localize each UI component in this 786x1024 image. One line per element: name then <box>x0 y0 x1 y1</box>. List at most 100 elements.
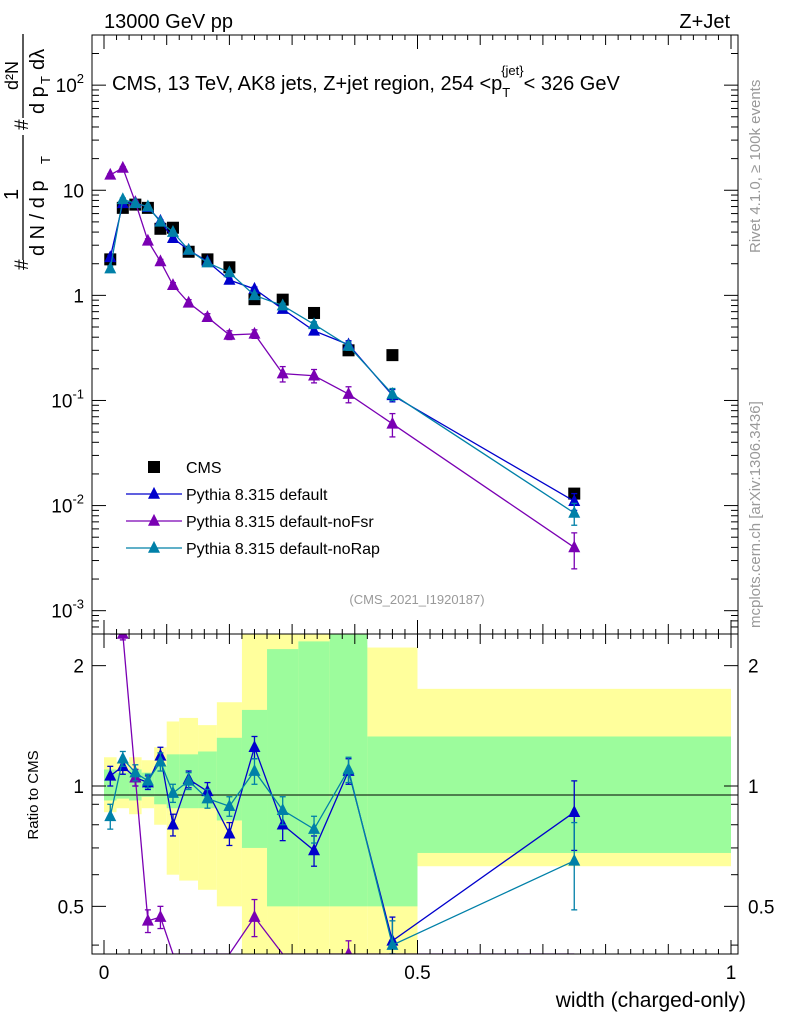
plot-title-main: CMS, 13 TeV, AK8 jets, Z+jet region, 254… <box>112 73 502 95</box>
series-marker <box>248 326 261 339</box>
main-ytick-label: 10-2 <box>51 492 84 518</box>
ratio-marks <box>104 634 581 954</box>
plot-title: CMS, 13 TeV, AK8 jets, Z+jet region, 254… <box>112 63 620 100</box>
ratio-xtick-label: 1 <box>726 963 737 984</box>
ratio-ylabel: Ratio to CMS <box>25 750 42 839</box>
mcplots-label: mcplots.cern.ch [arXiv:1306.3436] <box>747 401 764 628</box>
series-marker <box>141 199 154 212</box>
plot-title-sub: T <box>502 85 510 100</box>
ratio-marker <box>386 938 399 950</box>
series-marker <box>342 387 355 399</box>
ratio-marker <box>154 910 167 922</box>
ratio-xlabel: width (charged-only) <box>555 989 746 1012</box>
ylabel-hash-left: # <box>12 259 33 270</box>
ratio-marker <box>308 822 321 834</box>
series-marker <box>154 214 167 227</box>
ratio-marker <box>154 754 167 767</box>
series-marker <box>104 250 117 263</box>
series-marker <box>308 368 321 381</box>
ratio-marker <box>248 910 261 922</box>
ratio-ytick-label: 1 <box>73 777 84 798</box>
series-marker <box>276 366 289 379</box>
ylabel-dlambda: dλ <box>27 49 49 70</box>
series-marker <box>116 160 129 173</box>
legend-marker-triangle <box>148 540 160 553</box>
main-ytick-label: 1 <box>73 286 84 307</box>
ratio-marker <box>223 799 236 812</box>
ylabel-numerator: d²N <box>2 61 22 90</box>
cms-data-point <box>386 349 399 362</box>
ratio-frame <box>91 633 739 955</box>
legend-label: Pythia 8.315 default-noRap <box>186 541 380 558</box>
ylabel-hash-right: # <box>12 119 33 130</box>
ratio-series-line <box>110 634 575 954</box>
series-marker <box>342 338 355 351</box>
ratio-ytick-label-right: 2 <box>748 657 759 678</box>
ratio-marker <box>166 817 179 830</box>
ratio-marker <box>141 773 154 786</box>
series-marker <box>104 261 117 274</box>
ratio-xtick-label: 0 <box>99 963 110 984</box>
ratio-marker <box>276 803 289 815</box>
ylabel-one: 1 <box>1 189 23 200</box>
series-marker <box>129 196 142 209</box>
ratio-marker <box>344 946 353 954</box>
ratio-marker <box>129 765 142 778</box>
ratio-ytick-label-right: 0.5 <box>748 897 774 918</box>
main-ytick-label: 10-1 <box>51 386 84 412</box>
ratio-xtick-label: 0.5 <box>404 963 430 984</box>
series-marker <box>141 233 154 246</box>
rivet-version-label: Rivet 4.1.0, ≥ 100k events <box>747 80 764 253</box>
series-marker <box>568 540 581 553</box>
series-marker <box>166 225 179 237</box>
ratio-marker <box>141 913 154 926</box>
legend-label: CMS <box>186 460 222 477</box>
legend-label: Pythia 8.315 default <box>186 487 328 504</box>
ratio-ytick-label: 0.5 <box>58 897 84 918</box>
ratio-ytick-label-right: 1 <box>748 777 759 798</box>
series-line <box>109 167 575 548</box>
series-marker <box>116 192 129 205</box>
ratio-marker <box>568 853 581 866</box>
legend-label: Pythia 8.315 default-noFsr <box>186 514 374 531</box>
series-marker <box>223 327 236 340</box>
main-y-axis: 10-3 10-2 10-1 1 10 102 <box>51 34 738 635</box>
ratio-marker <box>116 634 129 639</box>
legend: CMS Pythia 8.315 default Pythia 8.315 defa… <box>126 460 380 558</box>
series-marker <box>182 295 195 308</box>
series-marker <box>166 278 179 290</box>
ratio-band-inner <box>116 772 130 799</box>
ratio-marker <box>104 768 117 781</box>
ratio-axes: 0.5 0.5 1 1 2 2 0 0.5 1 <box>58 634 774 984</box>
series-marker <box>182 242 195 255</box>
series-marker <box>308 323 321 336</box>
ratio-band-inner <box>367 736 418 907</box>
ratio-marker <box>568 805 581 817</box>
ylabel-sub-t-2: T <box>38 76 53 84</box>
ratio-marker <box>223 826 236 839</box>
ratio-marker <box>182 773 195 786</box>
ratio-series-group <box>104 634 581 954</box>
ylabel-denominator: d N / d p <box>27 180 49 256</box>
legend-marker-triangle <box>148 513 160 526</box>
ratio-marker <box>308 843 321 856</box>
series-line <box>109 202 575 502</box>
series-marker <box>386 416 399 429</box>
main-panel: 10-3 10-2 10-1 1 10 102 CMS, 13 TeV, AK8 jets… <box>1 34 739 635</box>
series-marker <box>223 265 236 278</box>
series-marker <box>276 298 289 311</box>
series-marker <box>223 272 236 285</box>
series-marker <box>308 317 321 330</box>
ratio-marker <box>104 809 117 822</box>
series-marker <box>104 167 117 180</box>
analysis-watermark: (CMS_2021_I1920187) <box>349 592 484 607</box>
ratio-marker <box>248 763 261 776</box>
series-marker <box>248 281 261 294</box>
series-marker <box>154 254 167 267</box>
header-process-label: Z+Jet <box>679 11 730 33</box>
cms-data-point <box>308 306 321 319</box>
plot-title-tail: < 326 GeV <box>524 73 621 95</box>
ratio-panel: 0.5 0.5 1 1 2 2 0 0.5 1 Ratio to CMS width (char… <box>25 633 774 1012</box>
ylabel-denominator-2: d p <box>27 86 49 114</box>
